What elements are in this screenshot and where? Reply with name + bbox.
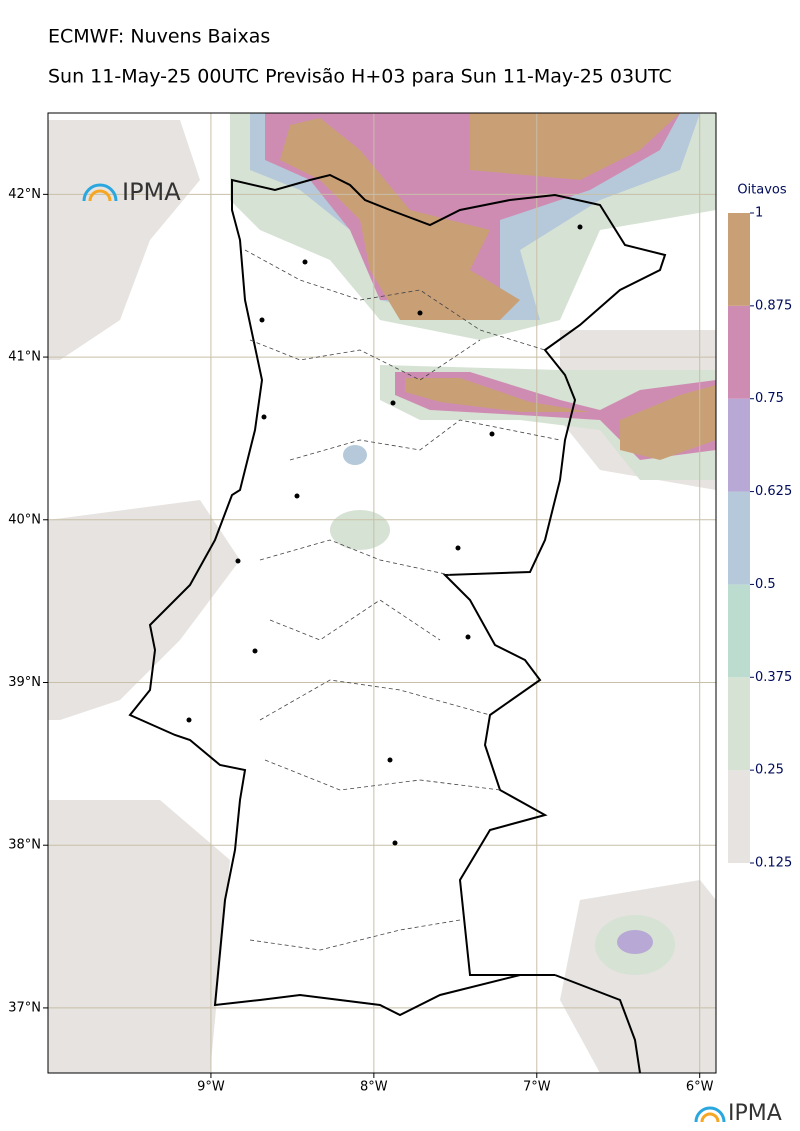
logo-text: IPMA <box>122 178 181 206</box>
y-tick-label: 42°N <box>8 187 41 202</box>
y-tick-label: 38°N <box>8 838 41 853</box>
title: ECMWF: Nuvens Baixas <box>48 26 270 48</box>
colorbar-bin <box>728 213 750 306</box>
colorbar-bin <box>728 584 750 678</box>
district-borders <box>244 249 561 951</box>
logo: IPMA <box>82 178 181 206</box>
y-tick-label: 37°N <box>8 1000 41 1015</box>
cities <box>186 224 583 846</box>
map-frame <box>47 112 717 1074</box>
logo-text: IPMA <box>728 1101 782 1126</box>
x-tick-label: 7°W <box>523 1080 551 1095</box>
country-outline <box>128 173 667 1017</box>
map: IPMA <box>48 113 716 1073</box>
y-tick-label: 40°N <box>8 512 41 527</box>
colorbar-label: 1 <box>755 206 763 221</box>
colorbar-bin <box>728 398 750 492</box>
colorbar-label: 0.5 <box>755 577 776 592</box>
x-tick-label: 9°W <box>197 1080 225 1095</box>
coastline <box>554 974 641 1073</box>
colorbar-label: 0.875 <box>755 298 792 313</box>
x-tick-label: 8°W <box>360 1080 388 1095</box>
colorbar-bin <box>728 491 750 585</box>
x-tick-label: 6°W <box>686 1080 714 1095</box>
colorbar-bin <box>728 305 750 399</box>
colorbar-label: 0.25 <box>755 763 784 778</box>
y-tick-label: 39°N <box>8 675 41 690</box>
colorbar-bin <box>728 677 750 771</box>
colorbar-label: 0.375 <box>755 670 792 685</box>
colorbar-title: Oitavos <box>737 183 787 198</box>
colorbar-bin <box>728 770 750 863</box>
logo-bottom: IPMA <box>694 1101 782 1126</box>
colorbar-label: 0.625 <box>755 484 792 499</box>
subtitle: Sun 11-May-25 00UTC Previsão H+03 para S… <box>48 66 672 88</box>
colorbar-label: 0.75 <box>755 391 784 406</box>
colorbar-label: 0.125 <box>755 856 792 871</box>
y-tick-label: 41°N <box>8 350 41 365</box>
